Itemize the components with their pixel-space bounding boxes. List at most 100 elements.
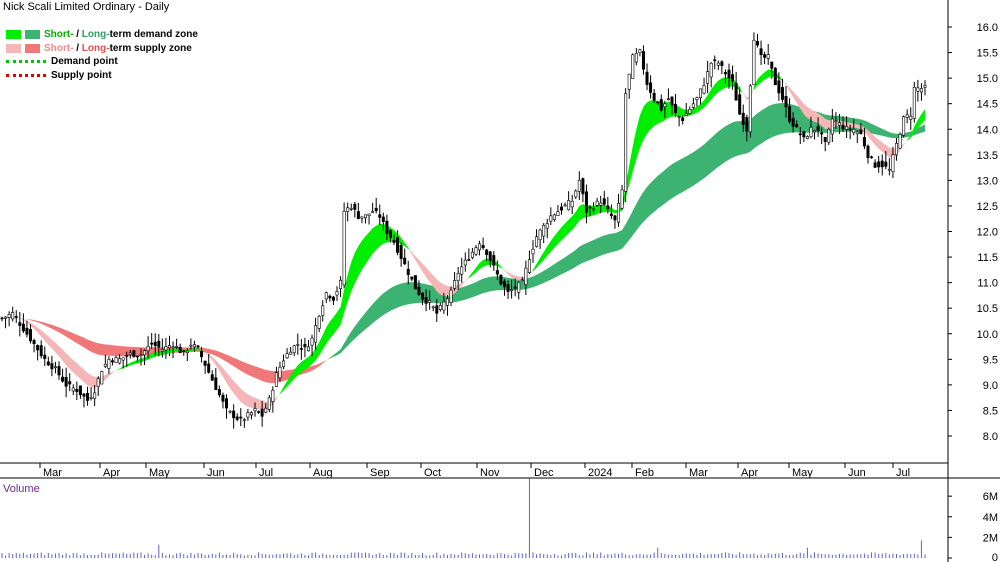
candle-body xyxy=(14,316,18,318)
candle-body xyxy=(428,300,432,303)
volume-title: Volume xyxy=(3,483,40,495)
candle-body xyxy=(524,267,528,285)
candle-body xyxy=(841,124,845,130)
volume-tick-label: 4M xyxy=(983,512,998,524)
candle-body xyxy=(567,200,571,211)
candle-body xyxy=(837,122,841,126)
candle-body xyxy=(894,143,898,156)
legend-supply-zone: Short- / Long-term supply zone xyxy=(6,42,198,56)
candle-body xyxy=(453,280,457,289)
candle-body xyxy=(93,392,97,399)
x-tick-label: Jun xyxy=(848,467,866,479)
candle-body xyxy=(866,145,870,159)
candle-body xyxy=(577,180,581,192)
candle-body xyxy=(474,247,478,255)
candle-body xyxy=(862,137,866,147)
candle-body xyxy=(780,87,784,100)
legend-supply-suffix: term supply zone xyxy=(109,42,192,54)
x-tick-label: Jun xyxy=(207,467,225,479)
candle-body xyxy=(267,397,271,410)
long-zone-demand-0 xyxy=(2,318,24,319)
candle-body xyxy=(859,129,863,135)
candle-body xyxy=(424,297,428,304)
candle-body xyxy=(798,133,802,136)
candle-body xyxy=(203,360,207,366)
candle-body xyxy=(488,251,492,261)
candle-body xyxy=(146,346,150,352)
candle-body xyxy=(855,131,859,135)
candle-body xyxy=(481,245,485,249)
candle-body xyxy=(599,202,603,206)
candle-body xyxy=(823,136,827,142)
candle-body xyxy=(652,92,656,101)
candle-body xyxy=(545,223,549,229)
candle-body xyxy=(634,53,638,63)
candle-body xyxy=(741,112,745,125)
candle-body xyxy=(18,322,22,326)
candle-body xyxy=(574,190,578,198)
candle-body xyxy=(649,82,653,93)
candle-body xyxy=(830,118,834,135)
candle-body xyxy=(335,291,339,296)
candle-body xyxy=(556,211,560,217)
candle-body xyxy=(68,381,72,385)
candle-body xyxy=(342,210,346,286)
price-tick-label: 9.0 xyxy=(983,380,998,392)
volume-tick-label: 2M xyxy=(983,532,998,544)
candle-body xyxy=(923,85,927,88)
candle-body xyxy=(552,214,556,220)
long-supply-swatch xyxy=(25,43,40,53)
candle-body xyxy=(53,366,57,369)
candle-body xyxy=(36,345,40,351)
candle-body xyxy=(339,279,343,290)
candle-body xyxy=(820,132,824,135)
candle-body xyxy=(674,103,678,114)
candle-body xyxy=(178,346,182,353)
candle-body xyxy=(257,411,261,413)
price-tick-label: 14.0 xyxy=(977,124,998,136)
zones-layer xyxy=(2,69,925,411)
candle-body xyxy=(167,345,171,349)
candle-body xyxy=(89,397,93,399)
candle-body xyxy=(510,289,514,292)
candle-body xyxy=(4,316,8,319)
candle-body xyxy=(463,259,467,266)
candle-body xyxy=(64,377,68,387)
candle-body xyxy=(681,117,685,122)
price-tick-label: 14.5 xyxy=(977,99,998,111)
candle-body xyxy=(595,200,599,206)
candle-body xyxy=(57,366,61,376)
candle-body xyxy=(478,243,482,251)
candle-body xyxy=(249,412,253,416)
candle-body xyxy=(356,211,360,219)
candle-body xyxy=(217,389,221,396)
candle-body xyxy=(403,257,407,265)
candle-body xyxy=(467,259,471,261)
candle-body xyxy=(239,416,243,419)
short-zone-demand-254 xyxy=(907,109,925,141)
candle-body xyxy=(367,213,371,217)
candle-body xyxy=(734,82,738,101)
short-zone-supply-208 xyxy=(743,86,754,101)
candle-body xyxy=(460,266,464,275)
candle-body xyxy=(677,116,681,118)
candle-body xyxy=(160,349,164,352)
short-supply-swatch xyxy=(6,43,21,53)
candle-body xyxy=(495,270,499,275)
supply-point-swatch xyxy=(6,73,46,77)
candle-body xyxy=(723,72,727,75)
candle-body xyxy=(627,73,631,90)
candle-body xyxy=(363,214,367,219)
x-tick-label: Mar xyxy=(43,467,62,479)
candle-body xyxy=(852,128,856,133)
candle-body xyxy=(200,351,204,358)
candle-body xyxy=(531,248,535,255)
candle-body xyxy=(43,354,47,359)
candle-body xyxy=(752,39,756,86)
candle-body xyxy=(374,208,378,212)
candle-body xyxy=(919,88,923,93)
candle-body xyxy=(388,229,392,238)
price-tick-label: 13.0 xyxy=(977,175,998,187)
candle-body xyxy=(666,98,670,101)
candle-body xyxy=(196,345,200,348)
